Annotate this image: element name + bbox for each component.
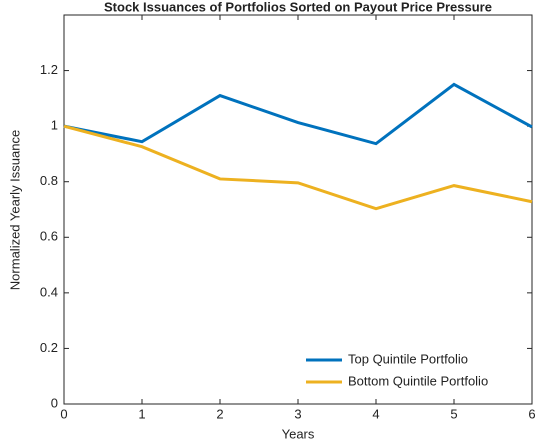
x-tick-label: 5 <box>450 406 457 421</box>
legend-label: Top Quintile Portfolio <box>348 351 468 366</box>
legend-label: Bottom Quintile Portfolio <box>348 373 488 388</box>
series-line <box>63 82 533 146</box>
x-tick-label: 4 <box>372 406 379 421</box>
y-tick-label: 1 <box>51 118 58 133</box>
y-tick-label: 0.6 <box>40 229 58 244</box>
series-line <box>63 124 533 211</box>
y-tick-label: 0.2 <box>40 340 58 355</box>
x-tick-label: 2 <box>216 406 223 421</box>
x-tick-label: 0 <box>60 406 67 421</box>
y-tick-label: 0.4 <box>40 284 58 299</box>
y-tick-label: 0.8 <box>40 173 58 188</box>
y-tick-label: 1.2 <box>40 62 58 77</box>
x-tick-label: 1 <box>138 406 145 421</box>
x-tick-label: 6 <box>528 406 535 421</box>
x-tick-label: 3 <box>294 406 301 421</box>
chart-title: Stock Issuances of Portfolios Sorted on … <box>104 0 492 14</box>
y-tick-label: 0 <box>51 395 58 410</box>
y-axis-label: Normalized Yearly Issuance <box>7 130 22 290</box>
x-axis-label: Years <box>282 426 315 441</box>
